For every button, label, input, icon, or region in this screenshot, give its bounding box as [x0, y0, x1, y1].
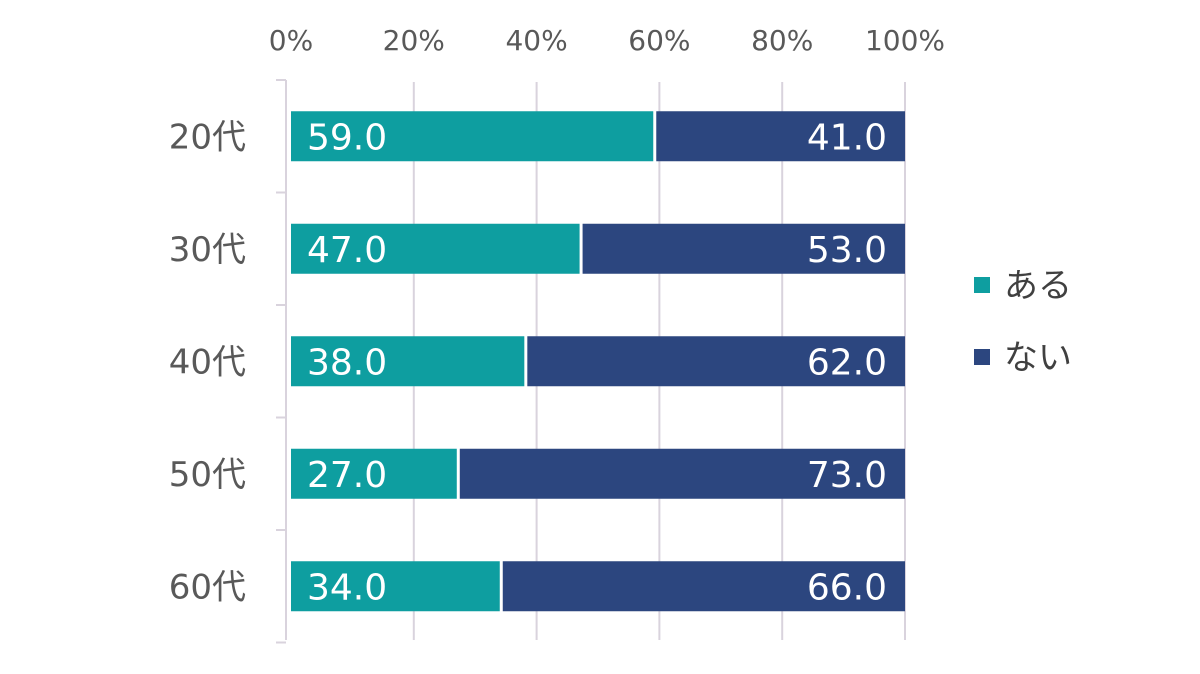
legend-swatch — [974, 349, 990, 365]
bar-segment — [291, 561, 500, 612]
category-label: 40代 — [169, 342, 246, 382]
data-label: 34.0 — [307, 567, 387, 608]
x-tick-label: 60% — [628, 24, 690, 57]
labels: 0% 20% 40% 60% 80% 100% 20代 59.0 41.0 30代 47.0 53.0… — [169, 24, 945, 608]
x-tick-label: 40% — [505, 24, 567, 57]
legend-swatch — [974, 277, 990, 293]
x-tick-label: 20% — [383, 24, 445, 57]
bar-segment — [502, 561, 905, 612]
bar-segment — [582, 223, 905, 274]
x-tick-label: 100% — [865, 24, 945, 57]
bar-segment — [291, 223, 580, 274]
data-label: 38.0 — [307, 342, 387, 383]
category-label: 60代 — [169, 567, 246, 607]
data-label: 53.0 — [807, 230, 887, 271]
bar-segment — [291, 111, 654, 162]
data-label: 66.0 — [807, 567, 887, 608]
bar-segment — [291, 336, 525, 387]
bar-segment — [656, 111, 905, 162]
x-tick-label: 0% — [269, 24, 313, 57]
category-label: 50代 — [169, 455, 246, 495]
x-tick-label: 80% — [751, 24, 813, 57]
bars — [291, 111, 905, 612]
legend-label: ある — [1004, 266, 1072, 306]
data-label: 41.0 — [807, 117, 887, 158]
data-label: 27.0 — [307, 455, 387, 496]
data-label: 47.0 — [307, 230, 387, 271]
bar-segment — [459, 448, 905, 499]
data-label: 62.0 — [807, 342, 887, 383]
category-label: 30代 — [169, 230, 246, 270]
bar-segment — [291, 448, 457, 499]
category-label: 20代 — [169, 117, 246, 157]
data-label: 73.0 — [807, 455, 887, 496]
legend-label: ない — [1004, 338, 1072, 378]
bar-segment — [527, 336, 905, 387]
data-label: 59.0 — [307, 117, 387, 158]
